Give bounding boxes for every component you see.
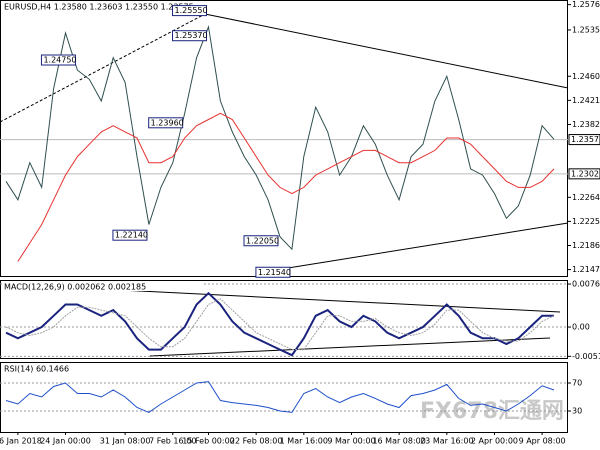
series-line — [5, 24, 555, 251]
price-label: 1.23575 — [571, 135, 600, 144]
annotation-label: 1.25370 — [175, 31, 208, 40]
price-box — [568, 168, 600, 180]
y-tick-label: 0.00 — [572, 323, 590, 332]
y-tick-label: 1.22250 — [572, 217, 600, 226]
annotation-label: 1.22050 — [246, 236, 279, 245]
series-line — [5, 381, 555, 413]
panel-frame — [0, 280, 568, 359]
trend-line — [0, 13, 206, 123]
title-bg — [2, 364, 202, 373]
x-tick-label: 2 Apr 00:00 — [471, 437, 518, 446]
annotation-label: 1.25550 — [175, 6, 208, 15]
y-tick-label: 70 — [572, 379, 582, 388]
title-bg — [2, 2, 202, 11]
trend-line — [287, 222, 569, 269]
annotation-box — [40, 54, 76, 66]
series-line — [5, 291, 554, 357]
x-tick-label: 15 Feb 00:00 — [182, 437, 234, 446]
panel-title: EURUSD,H4 1.23580 1.23603 1.23550 1.2357… — [4, 3, 194, 12]
y-tick-label: 1.24600 — [572, 72, 600, 81]
y-tick-label: 1.21470 — [572, 265, 600, 274]
x-tick-label: 16 Mar 08:00 — [372, 437, 425, 446]
trend-line — [149, 337, 551, 357]
price-label: 1.23020 — [571, 169, 600, 178]
panel-title: RSI(14) 60.1466 — [4, 365, 69, 374]
annotation-box — [172, 5, 208, 17]
x-tick-label: 1 Mar 16:00 — [280, 437, 328, 446]
price-box — [568, 134, 600, 146]
y-tick-label: 30 — [572, 407, 582, 416]
watermark: FX678汇通网 — [420, 399, 564, 424]
annotation-label: 1.23960 — [151, 118, 184, 127]
y-tick-label: 1.23820 — [572, 120, 600, 129]
title-bg — [2, 282, 202, 291]
x-tick-label: 23 Mar 16:00 — [420, 437, 473, 446]
annotation-box — [112, 229, 148, 241]
y-tick-label: 1.21860 — [572, 241, 600, 250]
series-line — [5, 298, 555, 351]
y-tick-label: 1.25350 — [572, 25, 600, 34]
annotation-box — [148, 117, 184, 129]
x-tick-label: 9 Apr 08:00 — [519, 437, 566, 446]
trend-line — [204, 13, 569, 89]
y-tick-label: 1.22640 — [572, 193, 600, 202]
x-tick-label: 22 Feb 08:00 — [230, 437, 282, 446]
x-tick-label: 24 Jan 00:00 — [40, 437, 91, 446]
x-tick-label: 9 Mar 00:00 — [327, 437, 375, 446]
y-tick-label: 0.007627 — [572, 280, 600, 289]
annotation-label: 1.22140 — [115, 231, 148, 240]
y-tick-label: -0.005196 — [572, 352, 600, 361]
annotation-box — [255, 266, 291, 278]
annotation-box — [243, 235, 279, 247]
y-tick-label: 1.24210 — [572, 96, 600, 105]
panel-frame — [0, 362, 568, 433]
panel-title: MACD(12,26,9) 0.002062 0.002185 — [4, 283, 146, 292]
series-line — [17, 112, 555, 262]
annotation-box — [172, 30, 208, 42]
x-tick-label: 31 Jan 08:00 — [100, 437, 151, 446]
x-tick-label: 16 Jan 2018 — [0, 437, 42, 446]
annotation-label: 1.24750 — [43, 56, 76, 65]
y-tick-label: 1.25760 — [572, 0, 600, 9]
x-tick-label: 7 Feb 16:00 — [149, 437, 196, 446]
annotation-label: 1.21540 — [258, 268, 291, 277]
